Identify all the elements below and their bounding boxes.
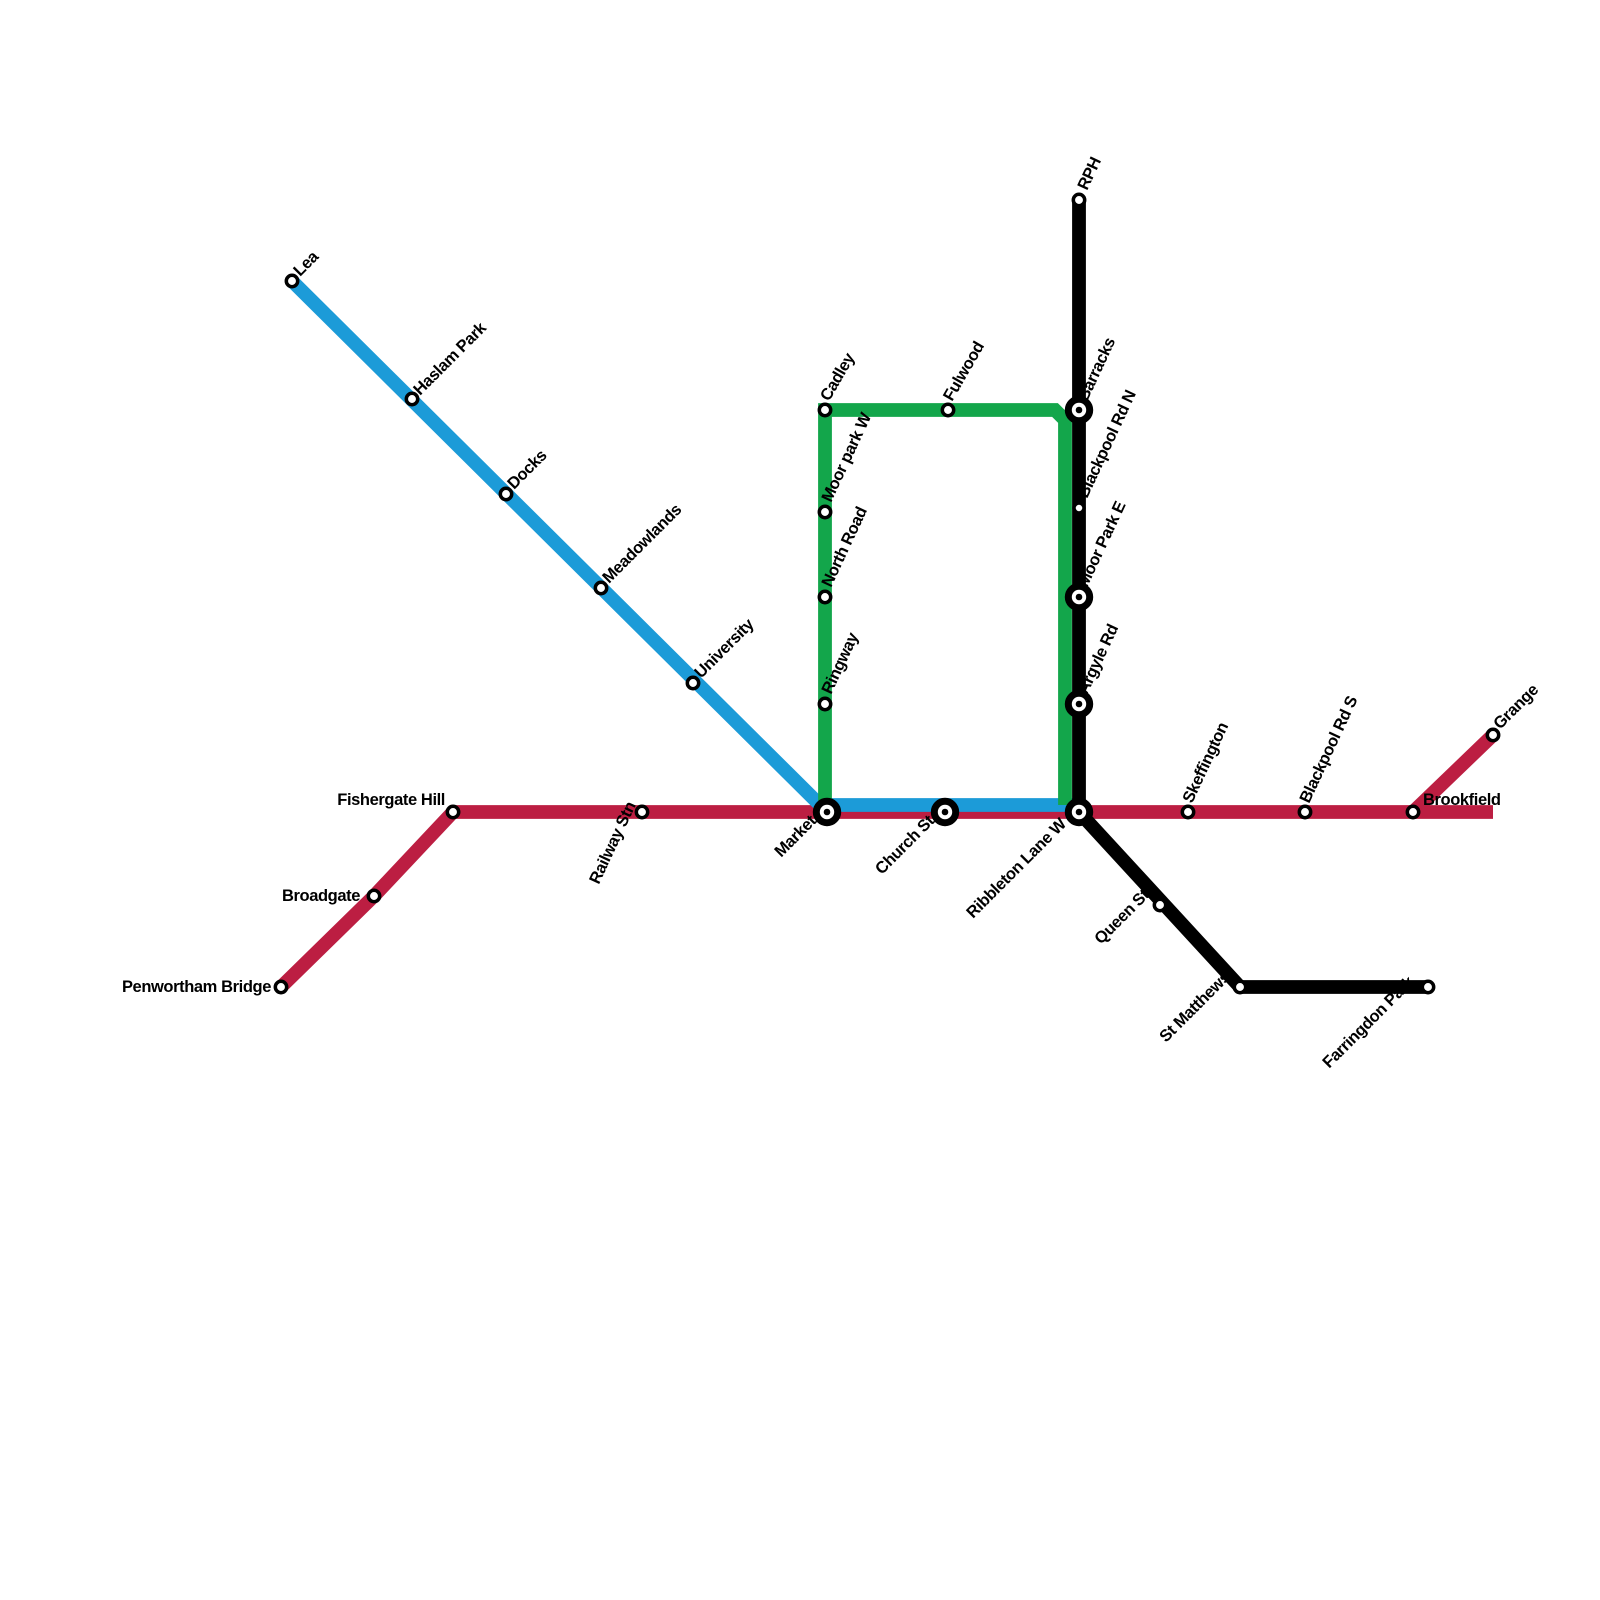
svg-text:Penwortham Bridge: Penwortham Bridge — [122, 978, 271, 996]
svg-text:Fishergate Hill: Fishergate Hill — [337, 791, 445, 809]
svg-text:Brookfield: Brookfield — [1423, 791, 1501, 809]
svg-text:Broadgate: Broadgate — [282, 887, 360, 905]
